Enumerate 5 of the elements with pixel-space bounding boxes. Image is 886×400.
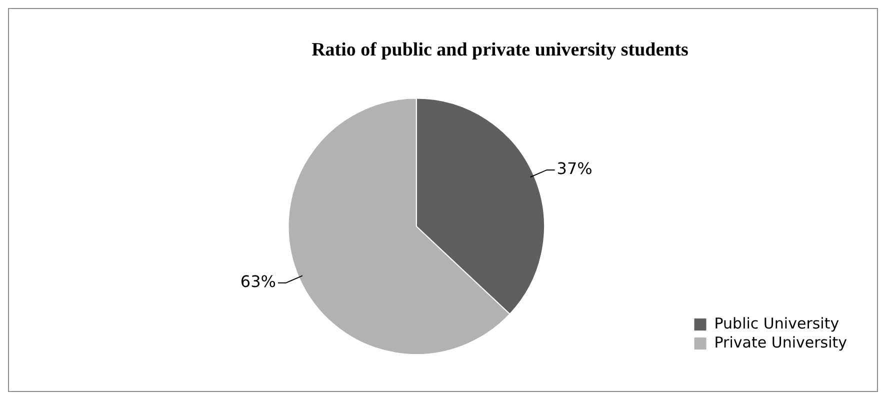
data-label: 37% — [556, 159, 592, 178]
legend-label: Private University — [714, 333, 848, 352]
legend-label: Public University — [714, 314, 840, 332]
data-label: 63% — [240, 272, 276, 291]
chart-title: Ratio of public and private university students — [312, 39, 688, 60]
